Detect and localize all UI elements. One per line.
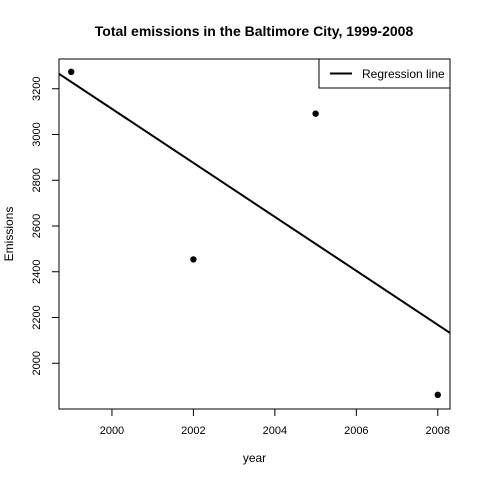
y-tick-label: 2000 — [31, 351, 43, 375]
x-tick-label: 2002 — [181, 425, 205, 437]
x-axis-label: year — [243, 451, 266, 465]
x-axis: 2000 2002 2004 2006 2008 — [100, 409, 450, 437]
data-point — [434, 391, 441, 399]
x-tick-label: 2006 — [344, 425, 368, 437]
plot-content — [59, 68, 450, 399]
y-tick-label: 3000 — [31, 122, 43, 146]
y-tick-label: 3200 — [31, 76, 43, 100]
data-point — [312, 110, 319, 117]
plot-area-frame — [58, 58, 451, 410]
y-tick-label: 2200 — [31, 305, 43, 329]
y-axis-label: Emissions — [2, 207, 16, 262]
y-tick-label: 2400 — [31, 260, 43, 284]
legend: Regression line — [318, 58, 451, 89]
y-axis: 2000 2200 2400 2600 2800 3000 3200 — [31, 76, 59, 375]
x-tick-label: 2004 — [263, 425, 287, 437]
x-tick-label: 2008 — [426, 425, 450, 437]
regression-line — [59, 72, 450, 334]
legend-label-regression: Regression line — [362, 67, 445, 81]
chart-title: Total emissions in the Baltimore City, 1… — [95, 23, 414, 39]
y-tick-label: 2800 — [31, 168, 43, 192]
data-point — [68, 68, 75, 76]
data-point — [190, 256, 197, 263]
x-tick-label: 2000 — [100, 425, 124, 437]
y-tick-label: 2600 — [31, 214, 43, 238]
